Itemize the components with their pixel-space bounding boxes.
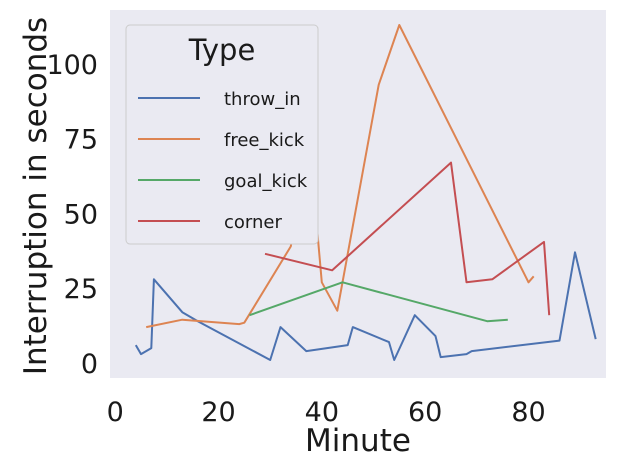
series-line-goal_kick (249, 281, 508, 323)
series-line-corner (264, 161, 551, 316)
legend-label-free_kick: free_kick (224, 130, 305, 151)
y-tick-label: 75 (64, 125, 98, 156)
y-tick-label: 100 (46, 50, 98, 81)
legend-label-throw_in: throw_in (224, 89, 301, 110)
x-axis-ticks: 0 20 40 60 80 (107, 397, 546, 428)
x-tick-label: 20 (201, 397, 235, 428)
legend-title: Type (188, 33, 256, 67)
y-tick-label: 50 (64, 199, 98, 230)
x-tick-label: 0 (107, 397, 124, 428)
y-axis-title: Interruption in seconds (18, 17, 54, 375)
y-tick-label: 0 (81, 349, 98, 380)
x-tick-label: 80 (511, 397, 545, 428)
x-tick-label: 40 (305, 397, 339, 428)
x-tick-label: 60 (408, 397, 442, 428)
x-axis-title: Minute (305, 423, 411, 459)
legend-label-goal_kick: goal_kick (224, 171, 308, 192)
y-axis-ticks: 0 25 50 75 100 (46, 50, 98, 380)
y-tick-label: 25 (64, 274, 98, 305)
legend-frame (125, 24, 319, 245)
series-line-throw_in (134, 251, 597, 361)
legend-label-corner: corner (224, 212, 282, 233)
